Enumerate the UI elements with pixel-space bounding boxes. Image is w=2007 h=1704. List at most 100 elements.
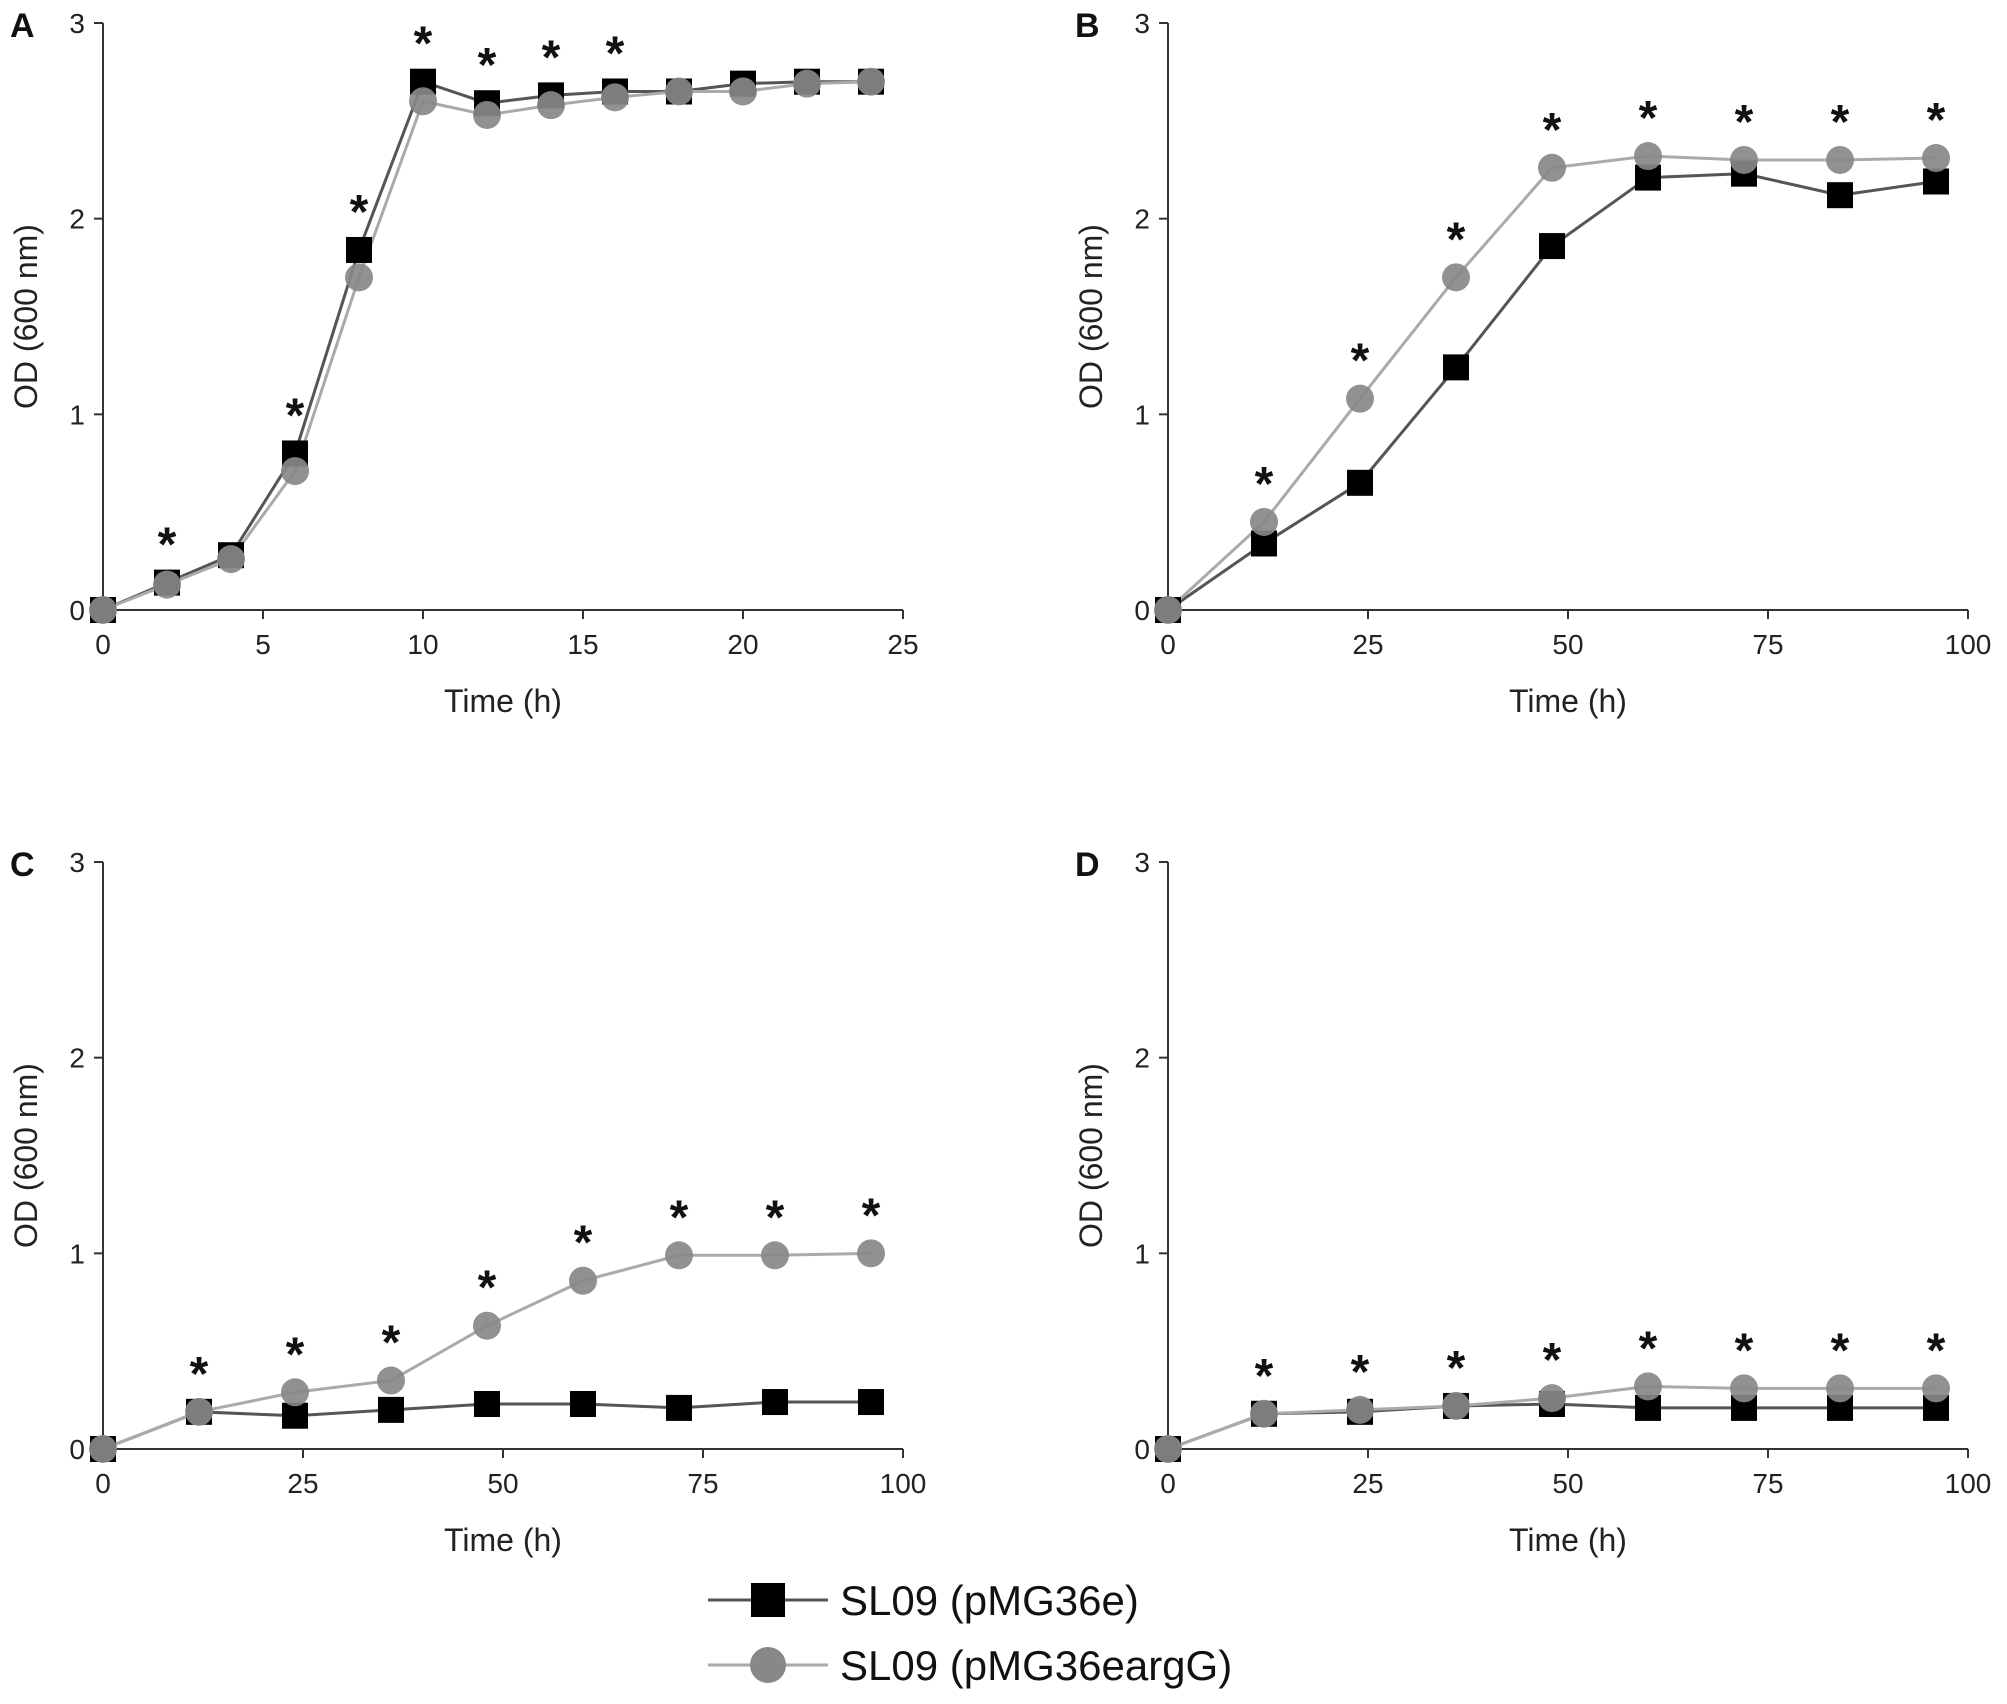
x-tick-label: 0: [1160, 1468, 1176, 1499]
legend-circle-marker: [750, 1647, 786, 1683]
y-tick-label: 2: [69, 1043, 85, 1074]
x-tick-label: 100: [1945, 1468, 1992, 1499]
legend: SL09 (pMG36e) SL09 (pMG36eargG): [708, 1577, 1232, 1689]
y-tick-label: 0: [1134, 1434, 1150, 1465]
significance-star: *: [382, 1317, 401, 1370]
significance-star: *: [1543, 104, 1562, 157]
data-point-circle: [1730, 145, 1758, 174]
x-tick-label: 0: [1160, 629, 1176, 660]
data-point-circle: [217, 545, 245, 574]
data-point-circle: [857, 67, 885, 96]
significance-star: *: [286, 1328, 305, 1381]
data-point-circle: [1922, 1374, 1950, 1403]
significance-star: *: [1447, 213, 1466, 266]
data-point-circle: [1634, 142, 1662, 171]
data-point-circle: [601, 83, 629, 112]
x-tick-label: 5: [255, 629, 271, 660]
x-axis-label: Time (h): [444, 1522, 562, 1558]
panel-label: C: [10, 846, 35, 884]
x-tick-label: 50: [1552, 629, 1583, 660]
data-point-circle: [569, 1266, 597, 1295]
y-axis-label: OD (600 nm): [1073, 1063, 1109, 1248]
data-point-circle: [537, 91, 565, 120]
significance-star: *: [1831, 96, 1850, 149]
data-point-square: [378, 1396, 404, 1423]
data-point-square: [346, 236, 372, 263]
panel-label: A: [10, 7, 35, 45]
data-point-circle: [281, 1378, 309, 1407]
significance-star: *: [1927, 1324, 1946, 1377]
data-point-square: [570, 1390, 596, 1417]
series-line-pmg36e: [102, 79, 871, 612]
data-point-circle: [793, 69, 821, 98]
x-tick-label: 15: [567, 629, 598, 660]
series-line-pmg36eargg: [1166, 154, 1937, 612]
data-point-circle: [1442, 263, 1470, 292]
data-point-square: [762, 1389, 788, 1416]
y-tick-label: 0: [69, 1434, 85, 1465]
panel-d: D 0 1 2 3 0 25 50 75 100 Time (h) OD (600 nm) * * * * * *…: [1073, 846, 1991, 1558]
significance-star: *: [1831, 1324, 1850, 1377]
data-point-circle: [377, 1366, 405, 1395]
data-point-square: [1347, 469, 1373, 496]
significance-star: *: [1639, 1322, 1658, 1375]
data-point-circle: [665, 1241, 693, 1270]
x-tick-label: 25: [887, 629, 918, 660]
data-point-circle: [729, 77, 757, 106]
y-tick-label: 2: [1134, 1043, 1150, 1074]
significance-star: *: [1351, 335, 1370, 388]
x-tick-label: 25: [1352, 629, 1383, 660]
data-point-circle: [1730, 1374, 1758, 1403]
x-tick-label: 100: [1945, 629, 1992, 660]
y-axis-label: OD (600 nm): [8, 1063, 44, 1248]
x-tick-label: 10: [407, 629, 438, 660]
data-point-circle: [1154, 1435, 1182, 1463]
data-point-circle: [153, 570, 181, 599]
significance-star: *: [1255, 1350, 1274, 1403]
data-point-circle: [857, 1239, 885, 1268]
data-point-circle: [409, 87, 437, 116]
significance-star: *: [1735, 1324, 1754, 1377]
data-point-circle: [345, 263, 373, 292]
x-tick-label: 0: [95, 629, 111, 660]
x-tick-label: 75: [1752, 629, 1783, 660]
x-tick-label: 75: [687, 1468, 718, 1499]
data-point-circle: [1826, 1374, 1854, 1403]
x-tick-label: 25: [287, 1468, 318, 1499]
data-point-circle: [1250, 1399, 1278, 1428]
x-axis-label: Time (h): [1509, 683, 1627, 719]
significance-star: *: [1543, 1334, 1562, 1387]
y-tick-label: 3: [69, 847, 85, 878]
significance-star: *: [414, 18, 433, 71]
data-point-circle: [473, 1311, 501, 1340]
data-point-square: [474, 1390, 500, 1417]
y-tick-label: 1: [69, 1238, 85, 1269]
y-tick-label: 3: [1134, 847, 1150, 878]
x-tick-label: 0: [95, 1468, 111, 1499]
y-tick-label: 2: [69, 204, 85, 235]
data-point-circle: [1442, 1391, 1470, 1420]
series-line-pmg36eargg: [102, 80, 872, 612]
data-point-circle: [185, 1397, 213, 1426]
y-tick-label: 3: [69, 8, 85, 39]
significance-star: *: [478, 1262, 497, 1315]
data-point-square: [858, 1389, 884, 1416]
x-axis-label: Time (h): [1509, 1522, 1627, 1558]
significance-star: *: [350, 186, 369, 239]
significance-star: *: [1351, 1346, 1370, 1399]
panel-b: B 0 1 2 3 0 25 50 75 100 Time (h) OD (600 nm) * * * * * *…: [1073, 7, 1991, 719]
significance-star: *: [862, 1189, 881, 1242]
data-point-square: [282, 1402, 308, 1429]
data-point-square: [1443, 354, 1469, 381]
panel-label: D: [1075, 846, 1100, 884]
significance-star: *: [158, 519, 177, 572]
data-point-square: [1539, 233, 1565, 260]
significance-star: *: [670, 1191, 689, 1244]
legend-label: SL09 (pMG36eargG): [840, 1642, 1232, 1689]
data-point-circle: [281, 457, 309, 486]
data-point-circle: [1154, 596, 1182, 624]
y-tick-label: 2: [1134, 204, 1150, 235]
data-point-circle: [1346, 1395, 1374, 1424]
x-tick-label: 100: [880, 1468, 927, 1499]
